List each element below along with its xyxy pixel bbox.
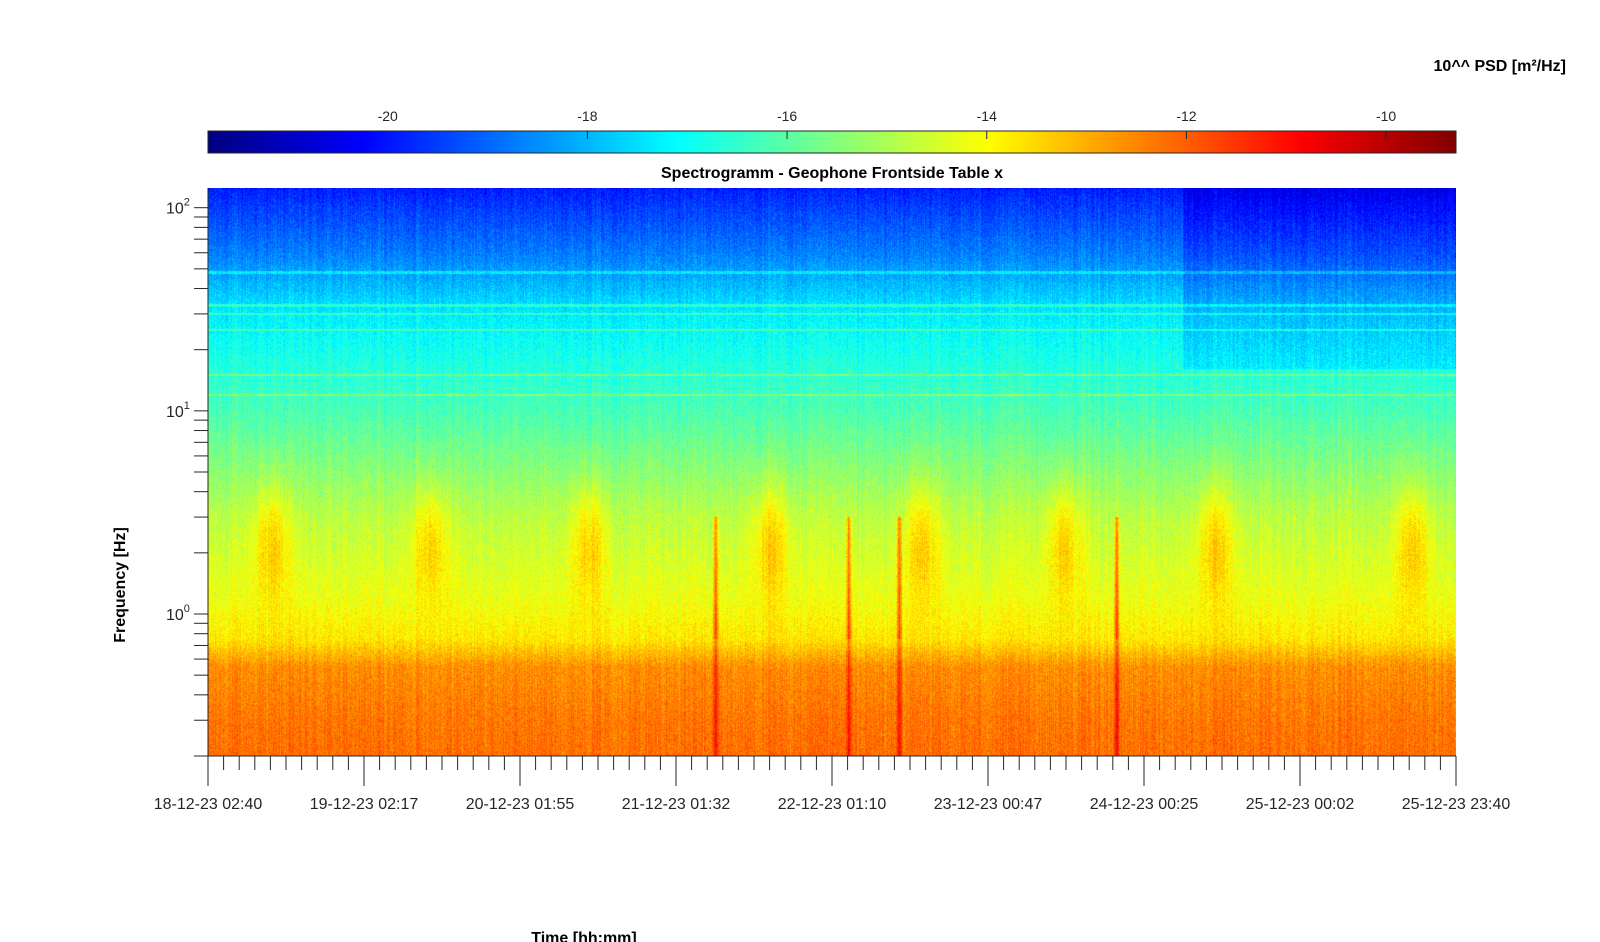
y-tick-base: 10 (166, 404, 184, 421)
x-tick-label: 25-12-23 00:02 (1246, 796, 1355, 813)
y-axis-label: Frequency [Hz] (112, 527, 129, 643)
y-tick-label: 100 (166, 603, 190, 624)
y-tick-label: 101 (166, 400, 190, 421)
y-tick-exponent: 0 (184, 603, 190, 615)
colorbar-tick-label: -10 (1376, 108, 1396, 124)
spectrogram-image-wrapper (208, 188, 1456, 756)
x-tick-label: 24-12-23 00:25 (1090, 796, 1199, 813)
colorbar-tick-label: -14 (977, 108, 997, 124)
x-tick-label: 18-12-23 02:40 (154, 796, 263, 813)
x-axis-label: Time [hh:mm] (531, 930, 636, 942)
plot-area (208, 188, 1456, 756)
y-tick-exponent: 1 (184, 400, 190, 412)
x-tick-label: 19-12-23 02:17 (310, 796, 419, 813)
x-tick-label: 22-12-23 01:10 (778, 796, 887, 813)
x-tick-label: 25-12-23 23:40 (1402, 796, 1511, 813)
colorbar: -20 -18 -16 -14 -12 -10 (207, 108, 1457, 154)
x-tick-label: 23-12-23 00:47 (934, 796, 1043, 813)
colorbar-tick-label: -18 (577, 108, 597, 124)
colorbar-tick-label: -12 (1176, 108, 1196, 124)
spectrogram-image (208, 188, 1456, 756)
y-tick-base: 10 (166, 201, 184, 218)
x-axis: 18-12-23 02:40 19-12-23 02:17 20-12-23 01:… (154, 755, 1511, 813)
colorbar-gradient (207, 130, 1457, 154)
colorbar-tick-label: -20 (378, 108, 398, 124)
x-tick-label: 20-12-23 01:55 (466, 796, 575, 813)
x-tick-label: 21-12-23 01:32 (622, 796, 731, 813)
colorbar-tick-label: -16 (777, 108, 797, 124)
y-tick-base: 10 (166, 607, 184, 624)
colorbar-label: 10^^ PSD [m²/Hz] (1434, 58, 1566, 75)
chart-title: Spectrogramm - Geophone Frontside Table … (661, 165, 1003, 182)
y-tick-label: 102 (166, 197, 190, 218)
y-tick-exponent: 2 (184, 197, 190, 209)
